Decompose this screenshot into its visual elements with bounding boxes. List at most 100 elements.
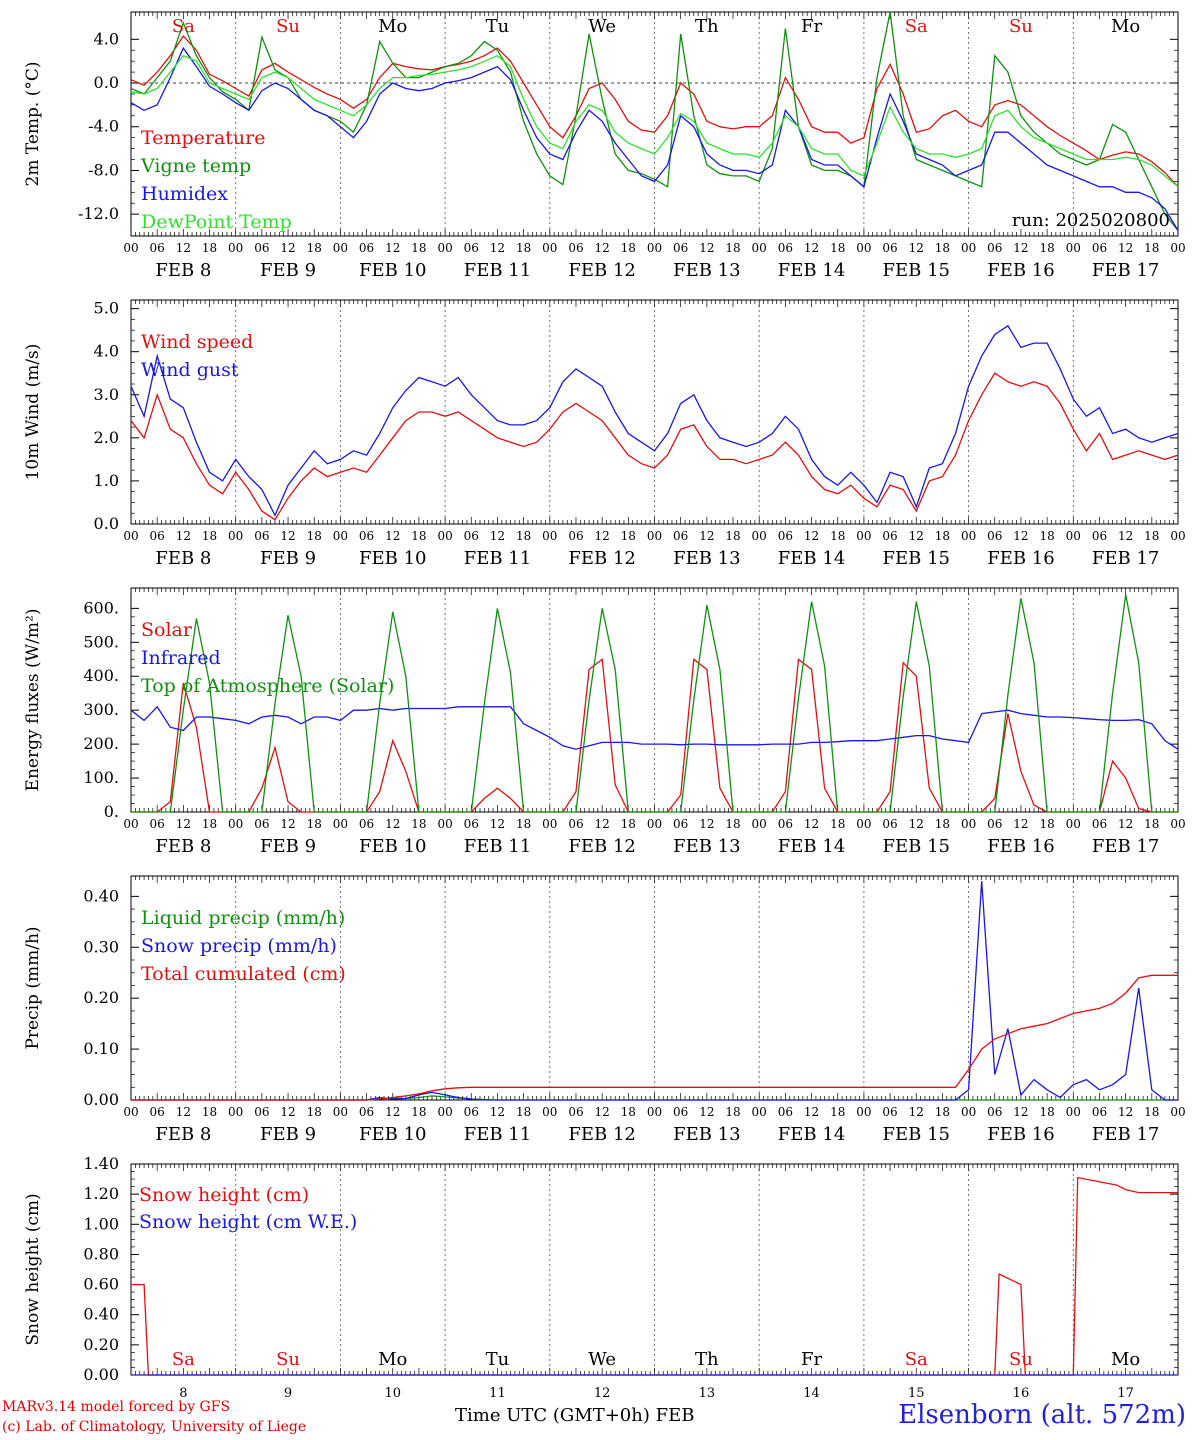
hour-label: 12	[804, 817, 819, 831]
hour-label: 12	[385, 817, 400, 831]
weekday-label: Sa	[905, 1349, 928, 1370]
hour-label: 18	[307, 817, 322, 831]
hour-label: 18	[1144, 529, 1159, 543]
y-tick-label: 300.	[83, 700, 119, 719]
date-label: FEB 17	[1092, 548, 1159, 569]
legend-entry: Humidex	[141, 183, 228, 205]
hour-label: 12	[1013, 241, 1028, 255]
date-label: FEB 9	[260, 548, 316, 569]
model-credit: MARv3.14 model forced by GFS	[2, 1399, 231, 1415]
weekday-label: Th	[695, 16, 719, 37]
y-tick-label: 3.0	[94, 385, 119, 404]
hour-label: 12	[909, 529, 924, 543]
hour-label: 18	[621, 529, 636, 543]
hour-label: 12	[490, 817, 505, 831]
day-number-label: 11	[489, 1386, 506, 1401]
y-tick-label: 4.0	[94, 29, 119, 48]
hour-label: 06	[673, 817, 688, 831]
date-label: FEB 8	[155, 1124, 211, 1145]
panel-3: 0. 100. 200. 300. 400. 500. 600. Energy fluxes …	[23, 587, 1186, 857]
hour-label: 12	[280, 529, 295, 543]
date-label: FEB 14	[778, 548, 845, 569]
hour-label: 18	[202, 529, 217, 543]
y-axis-label: Precip (mm/h)	[23, 926, 43, 1049]
hour-label: 06	[150, 1105, 165, 1119]
station-name: Elsenborn (alt. 572m)	[898, 1400, 1186, 1430]
hour-label: 06	[568, 241, 583, 255]
date-label: FEB 15	[883, 260, 950, 281]
hour-label: 06	[568, 1105, 583, 1119]
hour-label: 00	[228, 817, 243, 831]
hour-label: 18	[830, 529, 845, 543]
hour-label: 12	[385, 241, 400, 255]
hour-label: 12	[490, 241, 505, 255]
hour-label: 12	[1118, 817, 1133, 831]
hour-label: 18	[1144, 817, 1159, 831]
weekday-label: Mo	[378, 16, 407, 37]
y-tick-label: 1.0	[94, 471, 119, 490]
hour-label: 06	[1092, 817, 1107, 831]
hour-label: 12	[699, 529, 714, 543]
hour-label: 06	[359, 241, 374, 255]
hour-label: 00	[961, 529, 976, 543]
hour-label: 00	[542, 241, 557, 255]
day-number-label: 12	[594, 1386, 611, 1401]
y-axis-label: 10m Wind (m/s)	[23, 344, 43, 481]
hour-label: 18	[935, 529, 950, 543]
hour-label: 12	[280, 1105, 295, 1119]
series-line-wind-speed	[130, 372, 1179, 521]
date-label: FEB 15	[883, 836, 950, 857]
weekday-label: We	[588, 1349, 616, 1370]
date-label: FEB 13	[673, 548, 740, 569]
series-line-top-of-atmosphere-solar-	[131, 594, 1178, 813]
hour-label: 00	[1170, 241, 1185, 255]
hour-label: 06	[359, 1105, 374, 1119]
weekday-label: Fr	[801, 16, 822, 37]
hour-label: 18	[725, 529, 740, 543]
legend-entry: Snow height (cm)	[139, 1184, 309, 1206]
hour-label: 18	[202, 1105, 217, 1119]
hour-label: 18	[202, 817, 217, 831]
hour-label: 00	[647, 529, 662, 543]
hour-label: 00	[856, 1105, 871, 1119]
hour-label: 18	[725, 817, 740, 831]
weekday-label: Sa	[172, 1349, 195, 1370]
date-label: FEB 9	[260, 1124, 316, 1145]
hour-label: 12	[176, 241, 191, 255]
hour-label: 12	[909, 241, 924, 255]
legend-entry: Temperature	[141, 127, 265, 149]
y-tick-label: 0.0	[94, 73, 119, 92]
y-axis-label: Energy fluxes (W/m²)	[23, 609, 43, 792]
hour-label: 18	[411, 529, 426, 543]
series-line-snow-height-segment	[994, 1272, 1026, 1376]
hour-label: 18	[725, 1105, 740, 1119]
panel-5: 0.00 0.20 0.40 0.60 0.80 1.00 1.20 1.40 Snow hei…	[23, 1154, 1179, 1401]
hour-label: 12	[1013, 1105, 1028, 1119]
weekday-label: Mo	[378, 1349, 407, 1370]
hour-label: 06	[1092, 241, 1107, 255]
hour-label: 00	[1066, 817, 1081, 831]
hour-label: 00	[228, 241, 243, 255]
hour-label: 00	[961, 1105, 976, 1119]
day-number-label: 13	[699, 1386, 716, 1401]
hour-label: 06	[254, 529, 269, 543]
hour-label: 00	[123, 241, 138, 255]
hour-label: 00	[437, 529, 452, 543]
panel-1: 4.0 0.0 -4.0 -8.0 -12.0 2m Temp. (°C) Temperat…	[23, 11, 1186, 281]
hour-label: 18	[202, 241, 217, 255]
hour-label: 12	[595, 241, 610, 255]
hour-label: 00	[437, 1105, 452, 1119]
weekday-label: Mo	[1111, 1349, 1140, 1370]
series-line-wind-gust	[130, 324, 1179, 517]
y-tick-label: 0.0	[94, 514, 119, 533]
date-label: FEB 14	[778, 836, 845, 857]
weekday-label: Su	[1009, 1349, 1033, 1370]
hour-label: 12	[1118, 1105, 1133, 1119]
hour-label: 06	[882, 817, 897, 831]
hour-label: 00	[542, 529, 557, 543]
date-label: FEB 9	[260, 260, 316, 281]
series-line-snow-height-cm-	[131, 1176, 1178, 1376]
hour-label: 00	[437, 241, 452, 255]
y-tick-label: 0.80	[83, 1244, 119, 1263]
hour-label: 06	[464, 529, 479, 543]
